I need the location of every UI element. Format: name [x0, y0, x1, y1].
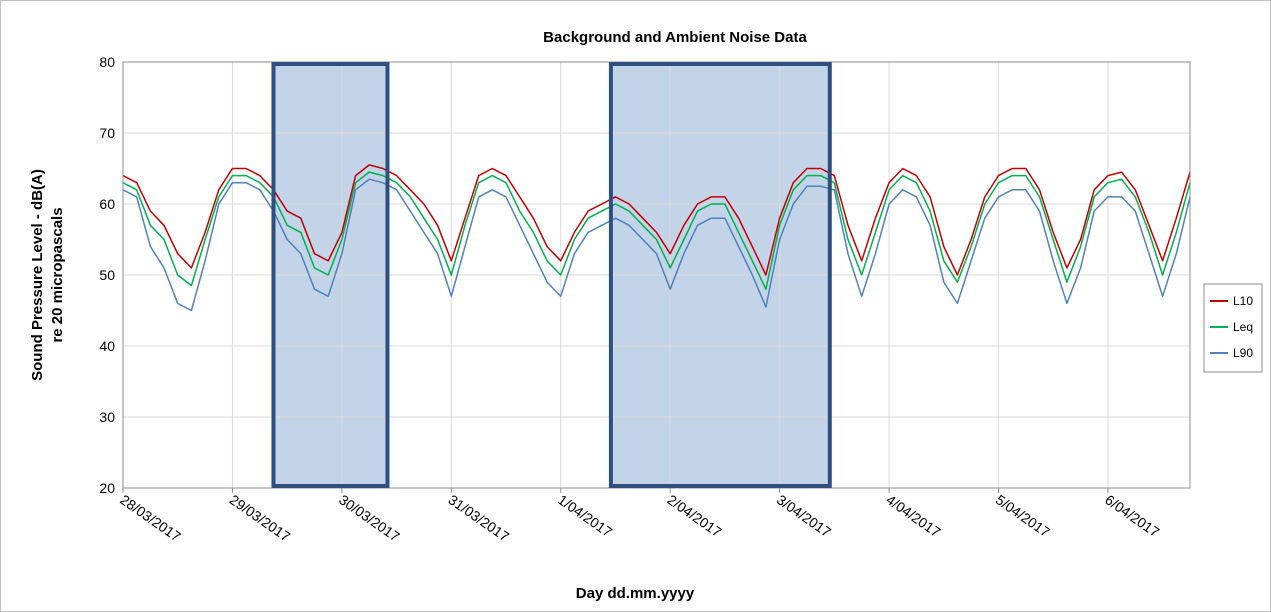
y-tick-label: 70 [99, 125, 115, 141]
y-tick-label: 80 [99, 54, 115, 70]
x-axis-title: Day dd.mm.yyyy [576, 585, 695, 602]
x-tick-label: 29/03/2017 [227, 491, 294, 544]
y-axis-title-line2: re 20 micropascals [49, 207, 66, 342]
x-tick-label: 4/04/2017 [883, 491, 943, 540]
y-tick-labels: 20 30 40 50 60 70 80 [99, 54, 115, 496]
x-tick-label: 3/04/2017 [774, 491, 834, 540]
x-tick-label: 28/03/2017 [117, 491, 184, 544]
x-tick-labels: 28/03/2017 29/03/2017 30/03/2017 31/03/2017… [117, 491, 1162, 544]
x-tick-label: 6/04/2017 [1102, 491, 1162, 540]
y-tick-label: 30 [99, 409, 115, 425]
x-tick-label: 5/04/2017 [993, 491, 1053, 540]
legend: L10 Leq L90 [1203, 283, 1263, 373]
highlight-border-layer [271, 62, 832, 488]
x-tick-label: 2/04/2017 [664, 491, 724, 540]
x-tick-label: 30/03/2017 [336, 491, 403, 544]
y-tick-label: 40 [99, 338, 115, 354]
y-axis-title-line1: Sound Pressure Level - dB(A) [29, 169, 46, 381]
y-tick-label: 60 [99, 196, 115, 212]
highlight-region-border [608, 62, 832, 488]
x-tick-label: 1/04/2017 [555, 491, 615, 540]
x-tick-label: 31/03/2017 [446, 491, 513, 544]
y-tick-label: 50 [99, 267, 115, 283]
highlight-region-border [271, 62, 390, 488]
series-layer [122, 164, 1191, 312]
series-line-l10 [122, 164, 1191, 276]
series-line-l90 [122, 178, 1191, 312]
legend-label-l90: L90 [1233, 346, 1253, 360]
series-line-leq [122, 171, 1191, 290]
legend-label-l10: L10 [1233, 294, 1253, 308]
legend-label-leq: Leq [1233, 320, 1253, 334]
chart-title: Background and Ambient Noise Data [543, 29, 807, 46]
y-tick-label: 20 [99, 480, 115, 496]
